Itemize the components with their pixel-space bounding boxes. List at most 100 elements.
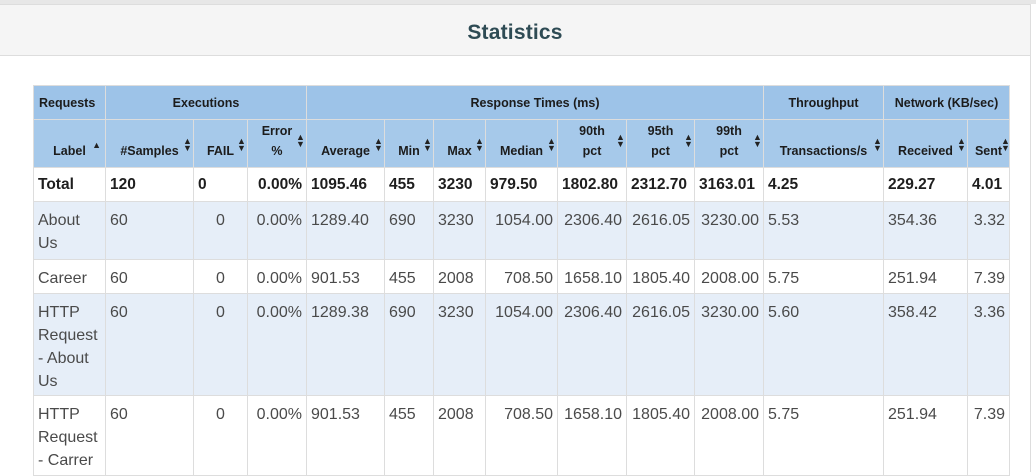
column-header-fail[interactable]: FAIL ▲ ▼ bbox=[193, 119, 248, 168]
table-row: HTTP Request - About Us 60 0 0.00% 1289.38 … bbox=[33, 293, 1010, 396]
column-header-p90[interactable]: 90th pct ▲ ▼ bbox=[557, 119, 627, 168]
cell-samples: 120 bbox=[105, 167, 194, 202]
panel-border bbox=[1030, 56, 1031, 472]
cell-median: 1054.00 bbox=[485, 201, 558, 260]
cell-fail: 0 bbox=[193, 201, 248, 260]
cell-p90: 2306.40 bbox=[557, 201, 627, 260]
column-header-row: Label ▲ #Samples ▲ ▼ FAIL ▲ ▼ Error% ▲ ▼ Av… bbox=[33, 119, 1010, 168]
sort-ascending-icon: ▲ bbox=[92, 140, 101, 150]
cell-samples: 60 bbox=[105, 259, 194, 294]
column-header-p99[interactable]: 99th pct ▲ ▼ bbox=[694, 119, 764, 168]
column-label-text: 99th pct bbox=[716, 121, 742, 161]
cell-transactions: 5.53 bbox=[763, 201, 884, 260]
sort-icon: ▲ ▼ bbox=[873, 136, 882, 153]
cell-max: 2008 bbox=[433, 259, 486, 294]
column-label-text: 95th pct bbox=[648, 121, 674, 161]
label-line: HTTP bbox=[38, 304, 80, 321]
cell-sent: 7.39 bbox=[967, 395, 1010, 476]
column-label-text: Average bbox=[321, 144, 370, 158]
column-label-line: pct bbox=[651, 144, 670, 158]
cell-sent: 4.01 bbox=[967, 167, 1010, 202]
cell-label: HTTP Request - Carrer bbox=[33, 395, 106, 476]
cell-p95: 2616.05 bbox=[626, 201, 695, 260]
group-executions: Executions bbox=[105, 85, 307, 120]
cell-fail: 0 bbox=[193, 293, 248, 396]
cell-error: 0.00% bbox=[247, 259, 307, 294]
cell-label: About Us bbox=[33, 201, 106, 260]
column-header-sent[interactable]: Sent ▲ ▼ bbox=[967, 119, 1010, 168]
sort-icon: ▲ ▼ bbox=[374, 136, 383, 153]
column-header-received[interactable]: Received ▲ ▼ bbox=[883, 119, 968, 168]
cell-min: 455 bbox=[384, 167, 434, 202]
cell-received: 354.36 bbox=[883, 201, 968, 260]
column-label-line: pct bbox=[719, 144, 739, 158]
cell-sent: 7.39 bbox=[967, 259, 1010, 294]
cell-transactions: 4.25 bbox=[763, 167, 884, 202]
cell-p95: 2312.70 bbox=[626, 167, 695, 202]
cell-error: 0.00% bbox=[247, 293, 307, 396]
cell-p90: 1802.80 bbox=[557, 167, 627, 202]
label-line: Request bbox=[38, 327, 98, 344]
cell-fail: 0 bbox=[193, 259, 248, 294]
column-label-text: Transactions/s bbox=[779, 144, 868, 158]
cell-p99: 3230.00 bbox=[694, 201, 764, 260]
cell-max: 2008 bbox=[433, 395, 486, 476]
sort-icon: ▲ ▼ bbox=[684, 132, 693, 149]
column-header-error[interactable]: Error% ▲ ▼ bbox=[247, 119, 307, 168]
cell-average: 1289.38 bbox=[306, 293, 385, 396]
group-requests: Requests bbox=[33, 85, 106, 120]
cell-min: 690 bbox=[384, 201, 434, 260]
cell-median: 708.50 bbox=[485, 259, 558, 294]
cell-p95: 1805.40 bbox=[626, 259, 695, 294]
label-line: Us bbox=[38, 373, 58, 390]
label-line: - Carrer bbox=[38, 452, 94, 469]
column-header-p95[interactable]: 95th pct ▲ ▼ bbox=[626, 119, 695, 168]
cell-p99: 2008.00 bbox=[694, 395, 764, 476]
column-header-median[interactable]: Median ▲ ▼ bbox=[485, 119, 558, 168]
page-title: Statistics bbox=[467, 21, 563, 44]
column-header-transactions[interactable]: Transactions/s ▲ ▼ bbox=[763, 119, 884, 168]
cell-max: 3230 bbox=[433, 167, 486, 202]
cell-received: 229.27 bbox=[883, 167, 968, 202]
column-header-max[interactable]: Max ▲ ▼ bbox=[433, 119, 486, 168]
column-header-min[interactable]: Min ▲ ▼ bbox=[384, 119, 434, 168]
panel-heading: Statistics bbox=[0, 4, 1031, 56]
cell-samples: 60 bbox=[105, 293, 194, 396]
cell-average: 1289.40 bbox=[306, 201, 385, 260]
cell-min: 455 bbox=[384, 259, 434, 294]
column-header-samples[interactable]: #Samples ▲ ▼ bbox=[105, 119, 194, 168]
sort-icon: ▲ ▼ bbox=[296, 132, 305, 149]
cell-samples: 60 bbox=[105, 395, 194, 476]
cell-p95: 2616.05 bbox=[626, 293, 695, 396]
cell-average: 901.53 bbox=[306, 395, 385, 476]
cell-min: 455 bbox=[384, 395, 434, 476]
column-label-text: FAIL bbox=[206, 144, 235, 158]
column-header-label[interactable]: Label ▲ bbox=[33, 119, 106, 168]
label-line: Career bbox=[38, 270, 87, 287]
group-response-times: Response Times (ms) bbox=[306, 85, 764, 120]
column-label-text: Received bbox=[898, 144, 953, 158]
column-label-line: 99th bbox=[716, 124, 742, 138]
cell-p90: 1658.10 bbox=[557, 259, 627, 294]
cell-p99: 3163.01 bbox=[694, 167, 764, 202]
label-line: About bbox=[38, 212, 80, 229]
cell-transactions: 5.75 bbox=[763, 395, 884, 476]
cell-max: 3230 bbox=[433, 201, 486, 260]
column-label-text: Error% bbox=[262, 121, 293, 161]
cell-transactions: 5.75 bbox=[763, 259, 884, 294]
column-label-line: pct bbox=[582, 144, 602, 158]
cell-error: 0.00% bbox=[247, 167, 307, 202]
sort-icon: ▲ ▼ bbox=[475, 136, 484, 153]
label-line: HTTP bbox=[38, 406, 80, 423]
cell-p90: 1658.10 bbox=[557, 395, 627, 476]
cell-label: HTTP Request - About Us bbox=[33, 293, 106, 396]
column-label-line: Error bbox=[261, 124, 293, 138]
cell-received: 358.42 bbox=[883, 293, 968, 396]
cell-average: 901.53 bbox=[306, 259, 385, 294]
sort-icon: ▲ ▼ bbox=[423, 136, 432, 153]
group-network: Network (KB/sec) bbox=[883, 85, 1010, 120]
column-header-average[interactable]: Average ▲ ▼ bbox=[306, 119, 385, 168]
sort-icon: ▲ ▼ bbox=[957, 136, 966, 153]
sort-icon: ▲ ▼ bbox=[237, 136, 246, 153]
cell-median: 1054.00 bbox=[485, 293, 558, 396]
